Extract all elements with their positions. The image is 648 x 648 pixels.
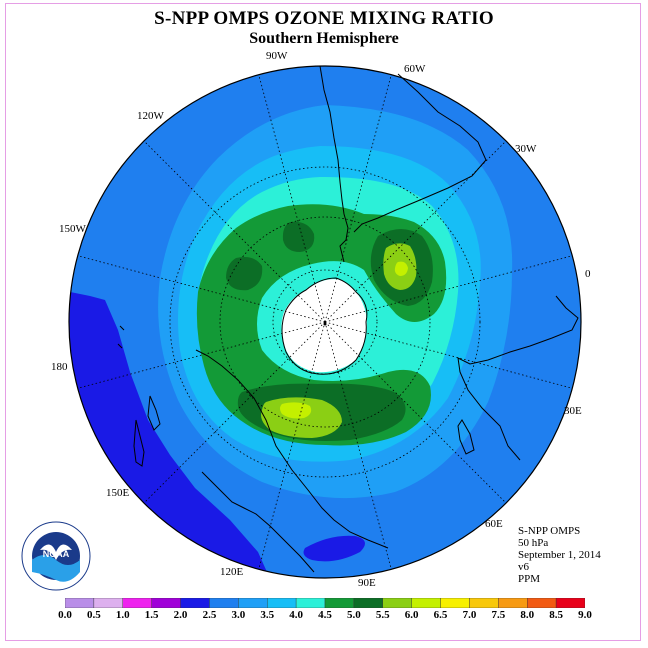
antarctica-coast — [281, 277, 368, 375]
info-version: v6 — [518, 561, 529, 573]
info-pressure: 50 hPa — [518, 537, 549, 549]
africa-coast — [457, 295, 579, 461]
lon-label-30w: 30W — [515, 143, 537, 155]
south-pole-dot — [323, 322, 327, 326]
colorbar-segment — [440, 598, 470, 608]
new-zealand-north — [133, 419, 145, 467]
colorbar-segment — [151, 598, 181, 608]
colorbar-tick-label: 7.5 — [491, 609, 506, 621]
meridian-line — [324, 321, 573, 389]
meridian-line — [324, 140, 507, 323]
lon-label-0: 0 — [585, 268, 591, 280]
madagascar — [457, 419, 475, 455]
meridian-line — [258, 74, 326, 323]
colorbar-segment — [93, 598, 123, 608]
colorbar-segment — [180, 598, 210, 608]
colorbar-segment — [267, 598, 297, 608]
region-4-5-5-0-a — [282, 221, 315, 252]
meridian-line — [324, 321, 392, 570]
latitude-circle-50s — [219, 216, 431, 428]
meridian-line — [77, 255, 326, 323]
new-zealand-south — [147, 395, 161, 431]
colorbar — [65, 598, 585, 608]
south-america-coast-east — [353, 73, 487, 233]
colorbar-segment — [209, 598, 239, 608]
meridian-line — [324, 321, 507, 504]
region-5-5-6-0-a — [394, 261, 408, 276]
colorbar-segment — [498, 598, 528, 608]
lon-label-90e: 90E — [358, 577, 376, 589]
meridian-lines — [77, 74, 573, 570]
colorbar-tick-label: 7.0 — [462, 609, 477, 621]
map-boundary — [68, 65, 582, 579]
colorbar-tick-label: 2.5 — [202, 609, 217, 621]
colorbar-tick-label: 9.0 — [578, 609, 592, 621]
colorbar-tick-label: 4.0 — [289, 609, 303, 621]
lon-label-120w: 120W — [137, 110, 164, 122]
colorbar-segment — [65, 598, 95, 608]
colorbar-segment — [527, 598, 557, 608]
lon-label-120e: 120E — [220, 566, 244, 578]
plot-frame — [5, 3, 641, 641]
map-title: S-NPP OMPS OZONE MIXING RATIO — [154, 8, 494, 29]
meridian-line — [143, 321, 326, 504]
colorbar-segment — [382, 598, 412, 608]
info-instrument: S-NPP OMPS — [518, 525, 581, 537]
colorbar-tick-label: 8.0 — [520, 609, 535, 621]
colorbar-tick-label: 3.5 — [260, 609, 275, 621]
logo-text: NOAA — [43, 549, 70, 559]
lon-label-60w: 60W — [404, 63, 426, 75]
colorbar-tick-label: 6.0 — [404, 609, 419, 621]
meridian-line — [324, 74, 392, 323]
noaa-logo: NOAA — [21, 521, 91, 591]
region-4-5-5-0-b — [226, 257, 263, 291]
colorbar-tick-label: 0.0 — [58, 609, 72, 621]
region-5-5-6-0-b — [280, 402, 312, 419]
graticule — [77, 74, 573, 570]
south-america-coast-west — [319, 65, 349, 263]
lon-label-30e: 30E — [564, 405, 582, 417]
polar-night-no-data — [281, 279, 367, 373]
latitude-circle-70s — [272, 269, 378, 375]
colorbar-tick-label: 8.5 — [549, 609, 563, 621]
lon-label-150e: 150E — [106, 487, 130, 499]
meridian-line — [258, 321, 326, 570]
colorbar-tick-label: 5.5 — [375, 609, 390, 621]
australia-coast — [195, 349, 389, 549]
info-date: September 1, 2014 — [518, 549, 601, 561]
colorbar-tick-label: 4.5 — [318, 609, 332, 621]
colorbar-segment — [555, 598, 585, 608]
meridian-line — [77, 321, 326, 389]
colorbar-tick-label: 1.5 — [144, 609, 159, 621]
colorbar-tick-label: 1.0 — [115, 609, 130, 621]
region-1-5-2-0-south — [303, 535, 365, 562]
map-subtitle: Southern Hemisphere — [249, 30, 399, 47]
colorbar-segment — [324, 598, 355, 608]
colorbar-segment — [122, 598, 152, 608]
colorbar-tick-label: 6.5 — [433, 609, 448, 621]
lon-label-60e: 60E — [485, 518, 503, 530]
colorbar-segment — [295, 598, 326, 608]
lon-label-180: 180 — [51, 361, 68, 373]
colorbar-segment — [411, 598, 441, 608]
coastlines — [117, 65, 579, 573]
meridian-line — [143, 140, 326, 323]
info-units: PPM — [518, 573, 541, 585]
colorbar-segment — [353, 598, 383, 608]
meridian-line — [324, 255, 573, 323]
colorbar-tick-label: 3.0 — [231, 609, 246, 621]
lon-label-150w: 150W — [59, 223, 86, 235]
colorbar-tick-label: 5.0 — [347, 609, 361, 621]
lon-label-90w: 90W — [266, 50, 288, 62]
info-block: S-NPP OMPS 50 hPa September 1, 2014 v6 P… — [518, 525, 601, 585]
islands — [117, 325, 125, 349]
colorbar-tick-label: 0.5 — [87, 609, 101, 621]
indonesia-coast — [201, 471, 315, 573]
latitude-circle-30s — [169, 166, 481, 478]
colorbar-tick-label: 2.0 — [173, 609, 188, 621]
colorbar-segment — [469, 598, 499, 608]
colorbar-segment — [238, 598, 268, 608]
